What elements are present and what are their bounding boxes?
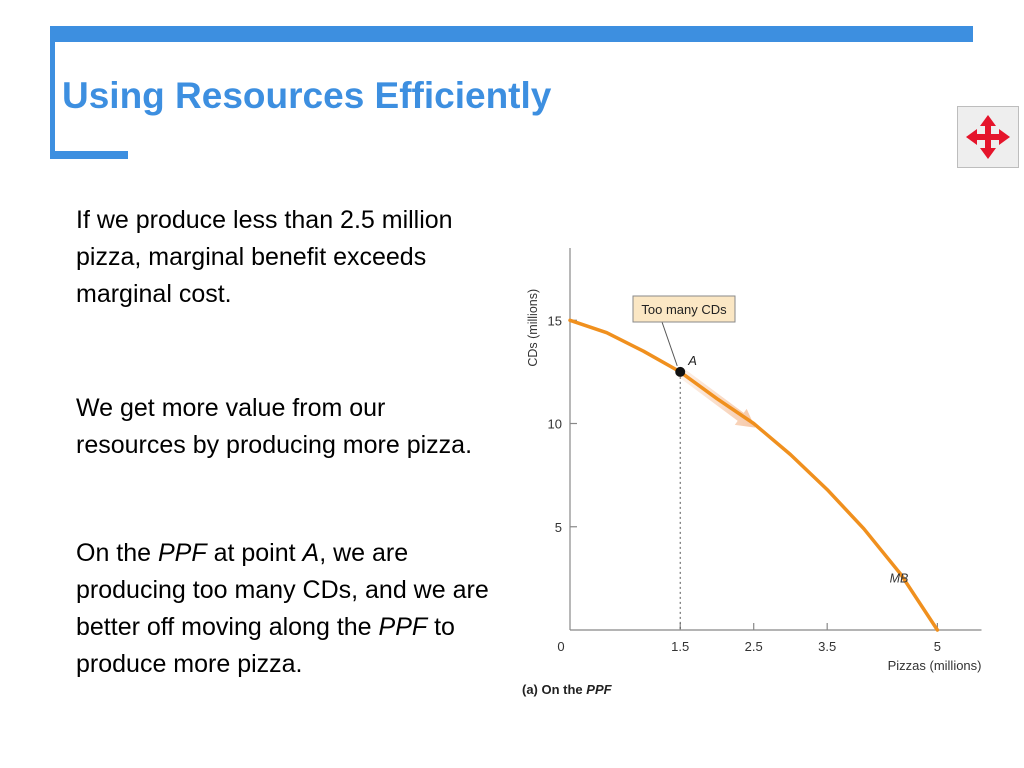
paragraph-ppf-point-a: On the PPF at point A, we are producing … (76, 535, 496, 683)
paragraph-marginal-benefit: If we produce less than 2.5 million pizz… (76, 206, 453, 308)
ppf-term: PPF (158, 539, 207, 567)
navigation-button[interactable] (957, 106, 1019, 168)
paragraph-more-value: We get more value from our resources by … (76, 394, 473, 459)
x-axis-label: Pizzas (millions) (888, 658, 982, 673)
y-tick-label: 10 (548, 417, 562, 432)
paragraph-segment: On the (76, 539, 158, 567)
header-underline-stub (50, 151, 128, 159)
point-a-marker (675, 366, 686, 377)
callout-text: Too many CDs (641, 302, 727, 317)
ppf-term: PPF (378, 613, 428, 641)
header-left-accent-bar (50, 26, 55, 159)
x-tick-label: 2.5 (745, 639, 763, 654)
origin-label: 0 (557, 639, 564, 654)
chart-caption: (a) On the PPF (522, 682, 613, 697)
point-a-label: A (687, 353, 697, 368)
paragraph-segment: at point (206, 539, 303, 567)
y-axis-label: CDs (millions) (526, 289, 540, 367)
four-way-arrows-icon (966, 115, 1010, 159)
x-tick-label: 5 (934, 639, 941, 654)
header-accent-bar (50, 26, 973, 42)
paragraph-segment: to produce more pizza. (76, 613, 455, 678)
caption-emphasis: PPF (586, 682, 612, 697)
x-tick-label: 1.5 (671, 639, 689, 654)
y-tick-label: 15 (548, 313, 562, 328)
ppf-curve-line (568, 318, 940, 632)
ppf-chart: 5 10 15 1.5 2.5 3.5 5 0 Pizzas (millions) CDs (mi… (522, 248, 982, 697)
callout-box (632, 295, 736, 323)
point-a-term: A (302, 539, 320, 567)
slide-title: Using Resources Efficiently (62, 75, 552, 116)
callout-leader-line (661, 321, 678, 367)
series-label: MB (890, 572, 909, 586)
paragraph-segment: , we are producing too many CDs, and we … (76, 539, 489, 641)
x-tick-label: 3.5 (818, 639, 836, 654)
caption-text: (a) On the (522, 682, 586, 697)
y-tick-label: 5 (555, 520, 562, 535)
